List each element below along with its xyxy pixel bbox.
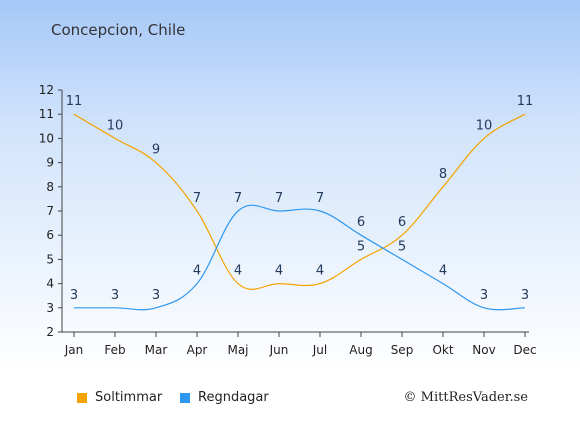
x-tick-label: Okt xyxy=(432,343,453,357)
data-label-regndagar: 7 xyxy=(275,191,283,206)
chart-title: Concepcion, Chile xyxy=(51,21,186,39)
x-tick-label: Dec xyxy=(513,343,536,357)
data-label-regndagar: 7 xyxy=(316,191,324,206)
data-label-soltimmar: 10 xyxy=(476,118,493,133)
y-tick-label: 8 xyxy=(46,180,54,194)
y-tick-label: 11 xyxy=(39,107,54,121)
x-tick-label: Nov xyxy=(472,343,495,357)
legend-swatch-soltimmar xyxy=(77,392,87,403)
data-label-regndagar: 3 xyxy=(70,288,78,303)
data-label-regndagar: 3 xyxy=(480,288,488,303)
data-label-soltimmar: 9 xyxy=(152,143,160,158)
data-label-regndagar: 4 xyxy=(193,264,201,279)
legend-label-regndagar: Regndagar xyxy=(198,390,269,405)
x-tick-label: Jan xyxy=(64,343,84,357)
x-tick-label: Jul xyxy=(312,343,327,357)
data-label-soltimmar: 4 xyxy=(234,264,242,279)
series-line-regndagar xyxy=(73,204,526,311)
y-tick-label: 10 xyxy=(39,131,54,145)
data-label-soltimmar: 7 xyxy=(193,191,201,206)
legend-regndagar: Regndagar xyxy=(180,390,269,405)
x-tick-label: Apr xyxy=(187,343,208,357)
data-label-soltimmar: 11 xyxy=(517,94,534,109)
data-label-regndagar: 3 xyxy=(152,288,160,303)
data-label-soltimmar: 5 xyxy=(357,239,365,254)
y-tick-label: 12 xyxy=(39,83,54,97)
data-label-regndagar: 7 xyxy=(234,191,242,206)
series-line-soltimmar xyxy=(73,113,526,290)
legend-label-soltimmar: Soltimmar xyxy=(95,390,163,405)
legend-soltimmar: Soltimmar xyxy=(77,390,162,405)
y-tick-label: 7 xyxy=(46,204,54,218)
data-label-regndagar: 3 xyxy=(521,288,529,303)
x-tick-label: Maj xyxy=(227,343,248,357)
x-tick-label: Jun xyxy=(269,343,289,357)
y-tick-label: 9 xyxy=(46,156,54,170)
x-tick-label: Sep xyxy=(391,343,414,357)
data-label-soltimmar: 11 xyxy=(66,94,83,109)
legend-swatch-regndagar xyxy=(180,392,190,403)
data-label-regndagar: 4 xyxy=(439,264,447,279)
y-tick-label: 4 xyxy=(46,277,54,291)
data-label-regndagar: 6 xyxy=(357,215,365,230)
y-tick-label: 3 xyxy=(46,301,54,315)
data-label-soltimmar: 4 xyxy=(275,264,283,279)
data-label-regndagar: 3 xyxy=(111,288,119,303)
y-tick-label: 5 xyxy=(46,252,54,266)
data-label-soltimmar: 6 xyxy=(398,215,406,230)
data-label-soltimmar: 8 xyxy=(439,167,447,182)
data-label-soltimmar: 4 xyxy=(316,264,324,279)
x-tick-label: Feb xyxy=(104,343,125,357)
y-tick-label: 2 xyxy=(46,325,54,339)
credit-text: © MittResVader.se xyxy=(403,390,528,405)
y-tick-label: 6 xyxy=(46,228,54,242)
data-label-soltimmar: 10 xyxy=(107,118,124,133)
data-label-regndagar: 5 xyxy=(398,239,406,254)
x-tick-label: Aug xyxy=(349,343,372,357)
x-tick-label: Mar xyxy=(145,343,168,357)
